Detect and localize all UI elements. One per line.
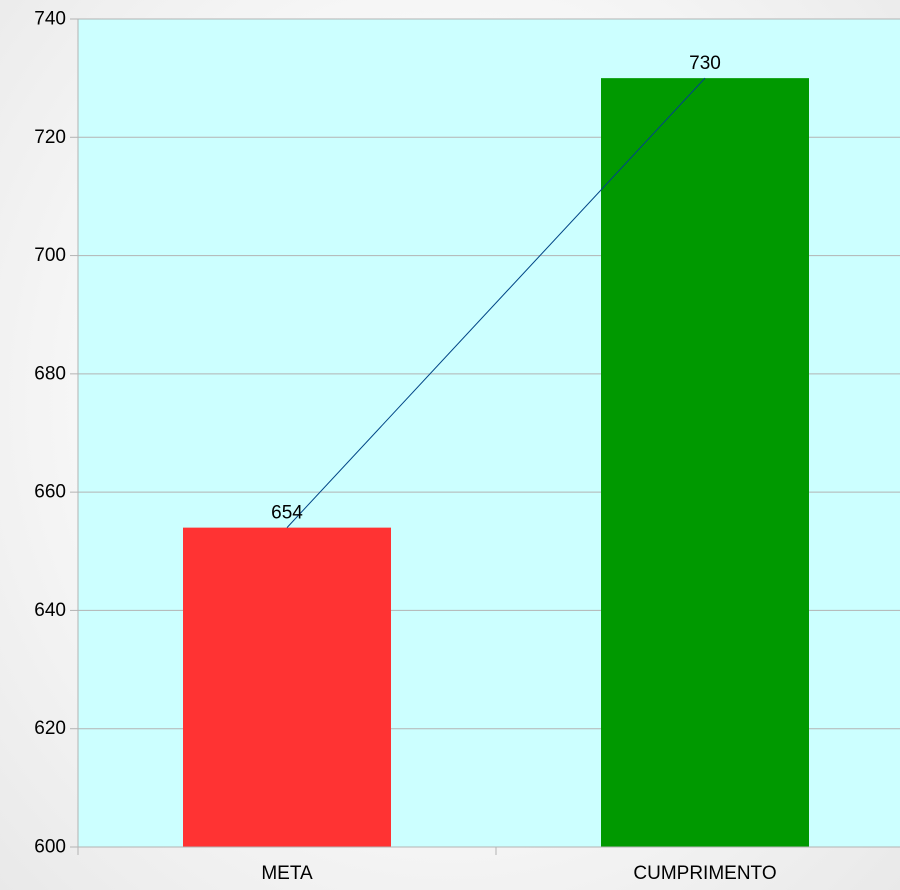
bars	[183, 78, 809, 847]
axes: 600 620 640 660 680 700 720 740 META CUMPRIMENTO	[34, 9, 900, 884]
data-label-cumprimento: 730	[689, 53, 721, 74]
data-labels: 654 730	[271, 53, 721, 523]
bar-meta	[183, 527, 391, 847]
x-tick-label-meta: META	[261, 863, 313, 884]
y-tick-label: 680	[34, 363, 66, 384]
y-tick-label: 660	[34, 482, 66, 503]
y-tick-label: 640	[34, 600, 66, 621]
x-tick-label-cumprimento: CUMPRIMENTO	[633, 863, 776, 884]
y-tick-label: 720	[34, 127, 66, 148]
bar-cumprimento	[601, 78, 809, 847]
y-tick-label: 600	[34, 837, 66, 858]
y-tick-label: 620	[34, 718, 66, 739]
overlay-line-series	[286, 77, 706, 528]
y-tick-label: 740	[34, 9, 66, 30]
y-tick-label: 700	[34, 245, 66, 266]
series-line	[286, 77, 706, 528]
data-label-meta: 654	[271, 503, 303, 524]
